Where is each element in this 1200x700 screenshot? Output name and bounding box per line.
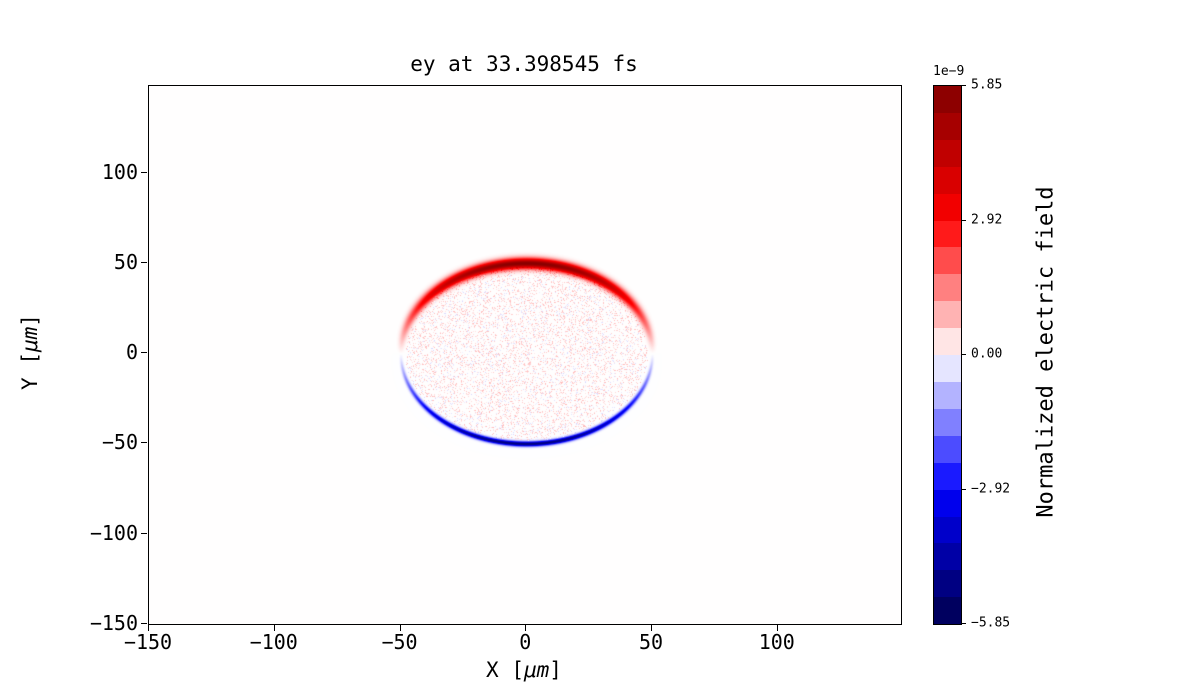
colorbar-band [934, 86, 961, 113]
colorbar-tick-mark [962, 488, 966, 490]
plot-area [148, 85, 902, 625]
y-tick-mark [141, 171, 147, 173]
y-tick-mark [141, 623, 147, 624]
y-tick-label: 0 [125, 340, 138, 365]
y-tick-mark [141, 261, 147, 263]
x-tick-mark [776, 625, 778, 631]
colorbar-band [934, 462, 961, 490]
colorbar-band [934, 247, 961, 275]
colorbar-band [934, 570, 961, 598]
y-tick-label: −150 [89, 611, 138, 635]
x-tick-label: −50 [381, 630, 418, 654]
x-tick-mark [148, 625, 149, 631]
y-tick-mark [141, 532, 147, 534]
x-tick-label: −100 [249, 630, 298, 654]
colorbar-label: Normalized electric field [1033, 186, 1059, 518]
plot-title: ey at 33.398545 fs [410, 52, 638, 76]
colorbar-band [934, 543, 961, 571]
colorbar-tick-label: 2.92 [971, 212, 1003, 227]
y-tick-label: −50 [101, 430, 138, 455]
colorbar-band [934, 274, 961, 302]
x-tick-label: 100 [758, 630, 795, 654]
x-tick-mark [273, 625, 275, 631]
colorbar-band [934, 489, 961, 517]
colorbar-band [934, 220, 961, 248]
colorbar-band [934, 355, 961, 382]
x-tick-label: −150 [123, 630, 173, 654]
colorbar [933, 85, 962, 625]
colorbar-band [934, 193, 961, 221]
x-tick-mark [399, 625, 401, 631]
colorbar-band [934, 166, 961, 194]
x-tick-mark [525, 625, 527, 631]
colorbar-band [934, 112, 961, 140]
x-tick-label: 0 [519, 630, 532, 654]
x-tick-mark [651, 625, 652, 631]
colorbar-tick-label: 0.00 [971, 346, 1003, 362]
colorbar-band [934, 301, 961, 329]
colorbar-band [934, 516, 961, 544]
colorbar-tick-mark [962, 85, 966, 86]
colorbar-band [934, 139, 961, 167]
y-tick-label: 50 [113, 249, 138, 274]
colorbar-tick-mark [962, 354, 966, 355]
colorbar-tick-label: 5.85 [971, 77, 1003, 93]
colorbar-scale-label: 1e−9 [933, 64, 965, 79]
colorbar-band [934, 435, 961, 463]
field-canvas [149, 86, 901, 624]
y-axis-label: Y [μm] [18, 314, 42, 390]
x-tick-label: 50 [638, 630, 664, 654]
y-tick-label: 100 [101, 159, 138, 184]
colorbar-tick-mark [962, 219, 966, 221]
colorbar-band [934, 328, 961, 356]
y-tick-label: −100 [89, 520, 138, 545]
colorbar-band [934, 408, 961, 436]
colorbar-band [934, 381, 961, 409]
y-tick-mark [141, 352, 147, 354]
y-tick-mark [141, 442, 147, 444]
colorbar-tick-label: −5.85 [971, 615, 1011, 631]
colorbar-band [934, 597, 961, 625]
x-axis-label: X [μm] [486, 658, 562, 682]
colorbar-tick-label: −2.92 [971, 481, 1011, 496]
colorbar-tick-mark [962, 623, 966, 624]
